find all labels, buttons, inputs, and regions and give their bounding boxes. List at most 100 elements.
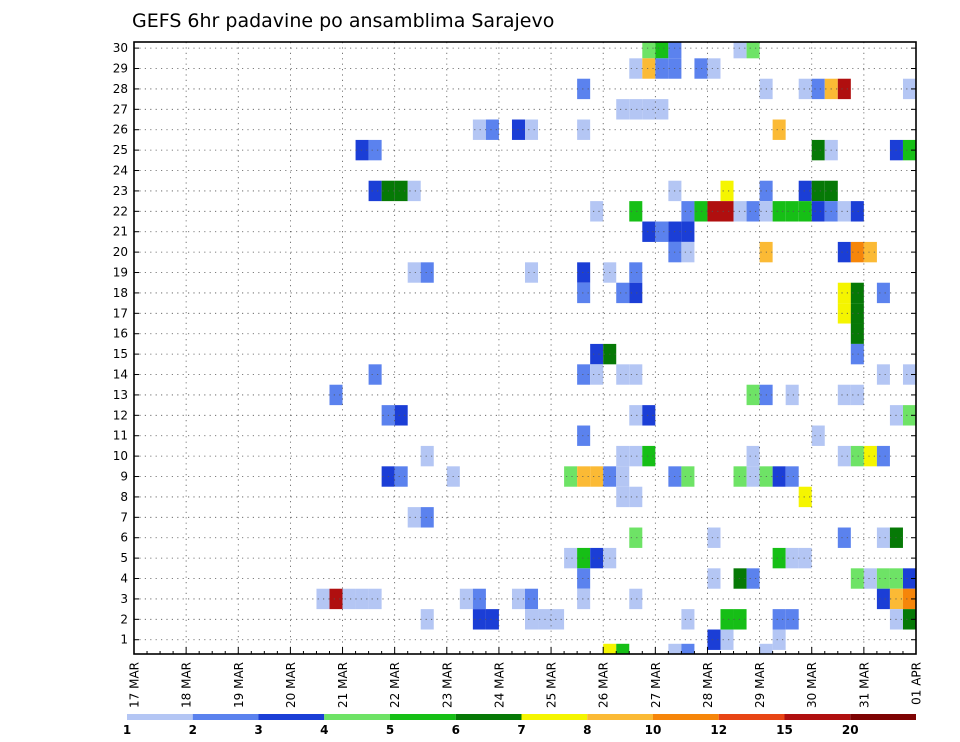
y-tick-label: 24 xyxy=(113,164,128,178)
precip-cell xyxy=(902,139,916,161)
precip-cell xyxy=(420,445,434,467)
precip-cell xyxy=(746,466,760,487)
precip-cell xyxy=(655,221,669,242)
precip-cell xyxy=(394,466,408,487)
precip-cell xyxy=(798,547,812,569)
legend-label: 10 xyxy=(645,723,662,737)
precip-cell xyxy=(850,384,864,406)
precip-cell xyxy=(759,643,773,654)
precip-cell xyxy=(772,547,786,569)
legend-swatch xyxy=(258,714,325,720)
precip-cell xyxy=(577,282,591,304)
x-tick-label: 19 MAR xyxy=(232,662,246,708)
x-axis-ticks: 17 MAR 18 MAR 19 MAR 20 MAR 21 MAR 22 MAR 23 M… xyxy=(128,647,924,708)
precip-cell xyxy=(720,629,734,650)
precip-cell xyxy=(485,609,499,630)
precip-cell xyxy=(590,466,604,487)
precip-cell xyxy=(707,568,721,589)
precip-cell xyxy=(590,201,604,222)
precip-cell xyxy=(472,609,486,630)
precip-cell xyxy=(733,609,747,630)
precip-cell xyxy=(785,609,799,630)
precip-cell xyxy=(811,425,825,446)
precip-cell xyxy=(629,405,643,426)
precip-cell xyxy=(681,241,695,263)
precip-cell xyxy=(394,180,408,202)
precip-cell xyxy=(642,445,656,467)
precip-cell xyxy=(472,119,486,140)
y-tick-label: 9 xyxy=(120,470,128,484)
precip-cell xyxy=(785,547,799,569)
precip-cell xyxy=(577,364,591,385)
precip-cell xyxy=(720,609,734,630)
precip-cell xyxy=(707,629,721,650)
precip-cell xyxy=(368,180,382,202)
precip-cell xyxy=(590,364,604,385)
y-tick-label: 29 xyxy=(113,62,128,76)
precip-cell xyxy=(876,364,890,385)
legend-label: 2 xyxy=(189,723,197,737)
legend-label: 7 xyxy=(517,723,525,737)
precip-cell xyxy=(811,201,825,222)
legend-label: 4 xyxy=(320,723,328,737)
x-tick-label: 31 MAR xyxy=(857,662,871,708)
x-tick-label: 24 MAR xyxy=(492,662,506,708)
precip-cell xyxy=(811,139,825,161)
legend-swatch xyxy=(587,714,653,720)
precip-cell xyxy=(368,588,382,610)
legend-swatch xyxy=(390,714,456,720)
precip-cell xyxy=(420,609,434,630)
legend-label: 5 xyxy=(386,723,394,737)
x-tick-label: 28 MAR xyxy=(701,662,715,708)
x-tick-label: 20 MAR xyxy=(284,662,298,708)
y-tick-label: 2 xyxy=(120,612,128,626)
y-tick-label: 22 xyxy=(113,204,128,218)
x-tick-label: 18 MAR xyxy=(180,662,194,708)
precip-cell xyxy=(798,201,812,222)
precip-cell xyxy=(616,643,630,654)
precip-cell xyxy=(850,303,864,324)
precip-cell xyxy=(368,364,382,385)
precip-cell xyxy=(733,466,747,487)
x-tick-label: 22 MAR xyxy=(388,662,402,708)
precip-cell xyxy=(642,99,656,120)
precip-cell xyxy=(629,588,643,610)
precip-cell xyxy=(850,282,864,304)
legend-swatch xyxy=(653,714,719,720)
precip-cell xyxy=(577,425,591,446)
legend-label: 6 xyxy=(452,723,460,737)
y-tick-label: 5 xyxy=(120,551,128,565)
precip-cell xyxy=(459,588,473,610)
precip-cell xyxy=(785,466,799,487)
precip-cell xyxy=(368,139,382,161)
precip-cell xyxy=(577,119,591,140)
legend-label: 20 xyxy=(842,723,859,737)
legend-label: 12 xyxy=(710,723,727,737)
precip-cell xyxy=(681,643,695,654)
precip-cell xyxy=(707,201,721,222)
precip-cell xyxy=(642,42,656,59)
y-tick-label: 21 xyxy=(113,225,128,239)
y-tick-label: 28 xyxy=(113,82,128,96)
legend-swatch xyxy=(850,714,916,720)
precip-cell xyxy=(902,78,916,100)
precip-cell xyxy=(642,405,656,426)
precip-cell xyxy=(642,221,656,242)
precip-cell xyxy=(603,643,617,654)
y-tick-label: 25 xyxy=(113,143,128,157)
y-tick-label: 1 xyxy=(120,633,128,647)
x-tick-label: 29 MAR xyxy=(753,662,767,708)
legend-swatch xyxy=(324,714,390,720)
precip-cell xyxy=(902,405,916,426)
precip-cell xyxy=(902,609,916,630)
legend-label: 8 xyxy=(583,723,591,737)
precip-cell xyxy=(772,201,786,222)
precip-cell xyxy=(629,486,643,508)
precip-cell xyxy=(811,78,825,100)
y-tick-label: 16 xyxy=(113,327,128,341)
precip-cell xyxy=(863,568,877,589)
precip-cell xyxy=(668,643,682,654)
y-tick-label: 19 xyxy=(113,266,128,280)
precip-cell xyxy=(863,445,877,467)
precip-cell xyxy=(485,119,499,140)
